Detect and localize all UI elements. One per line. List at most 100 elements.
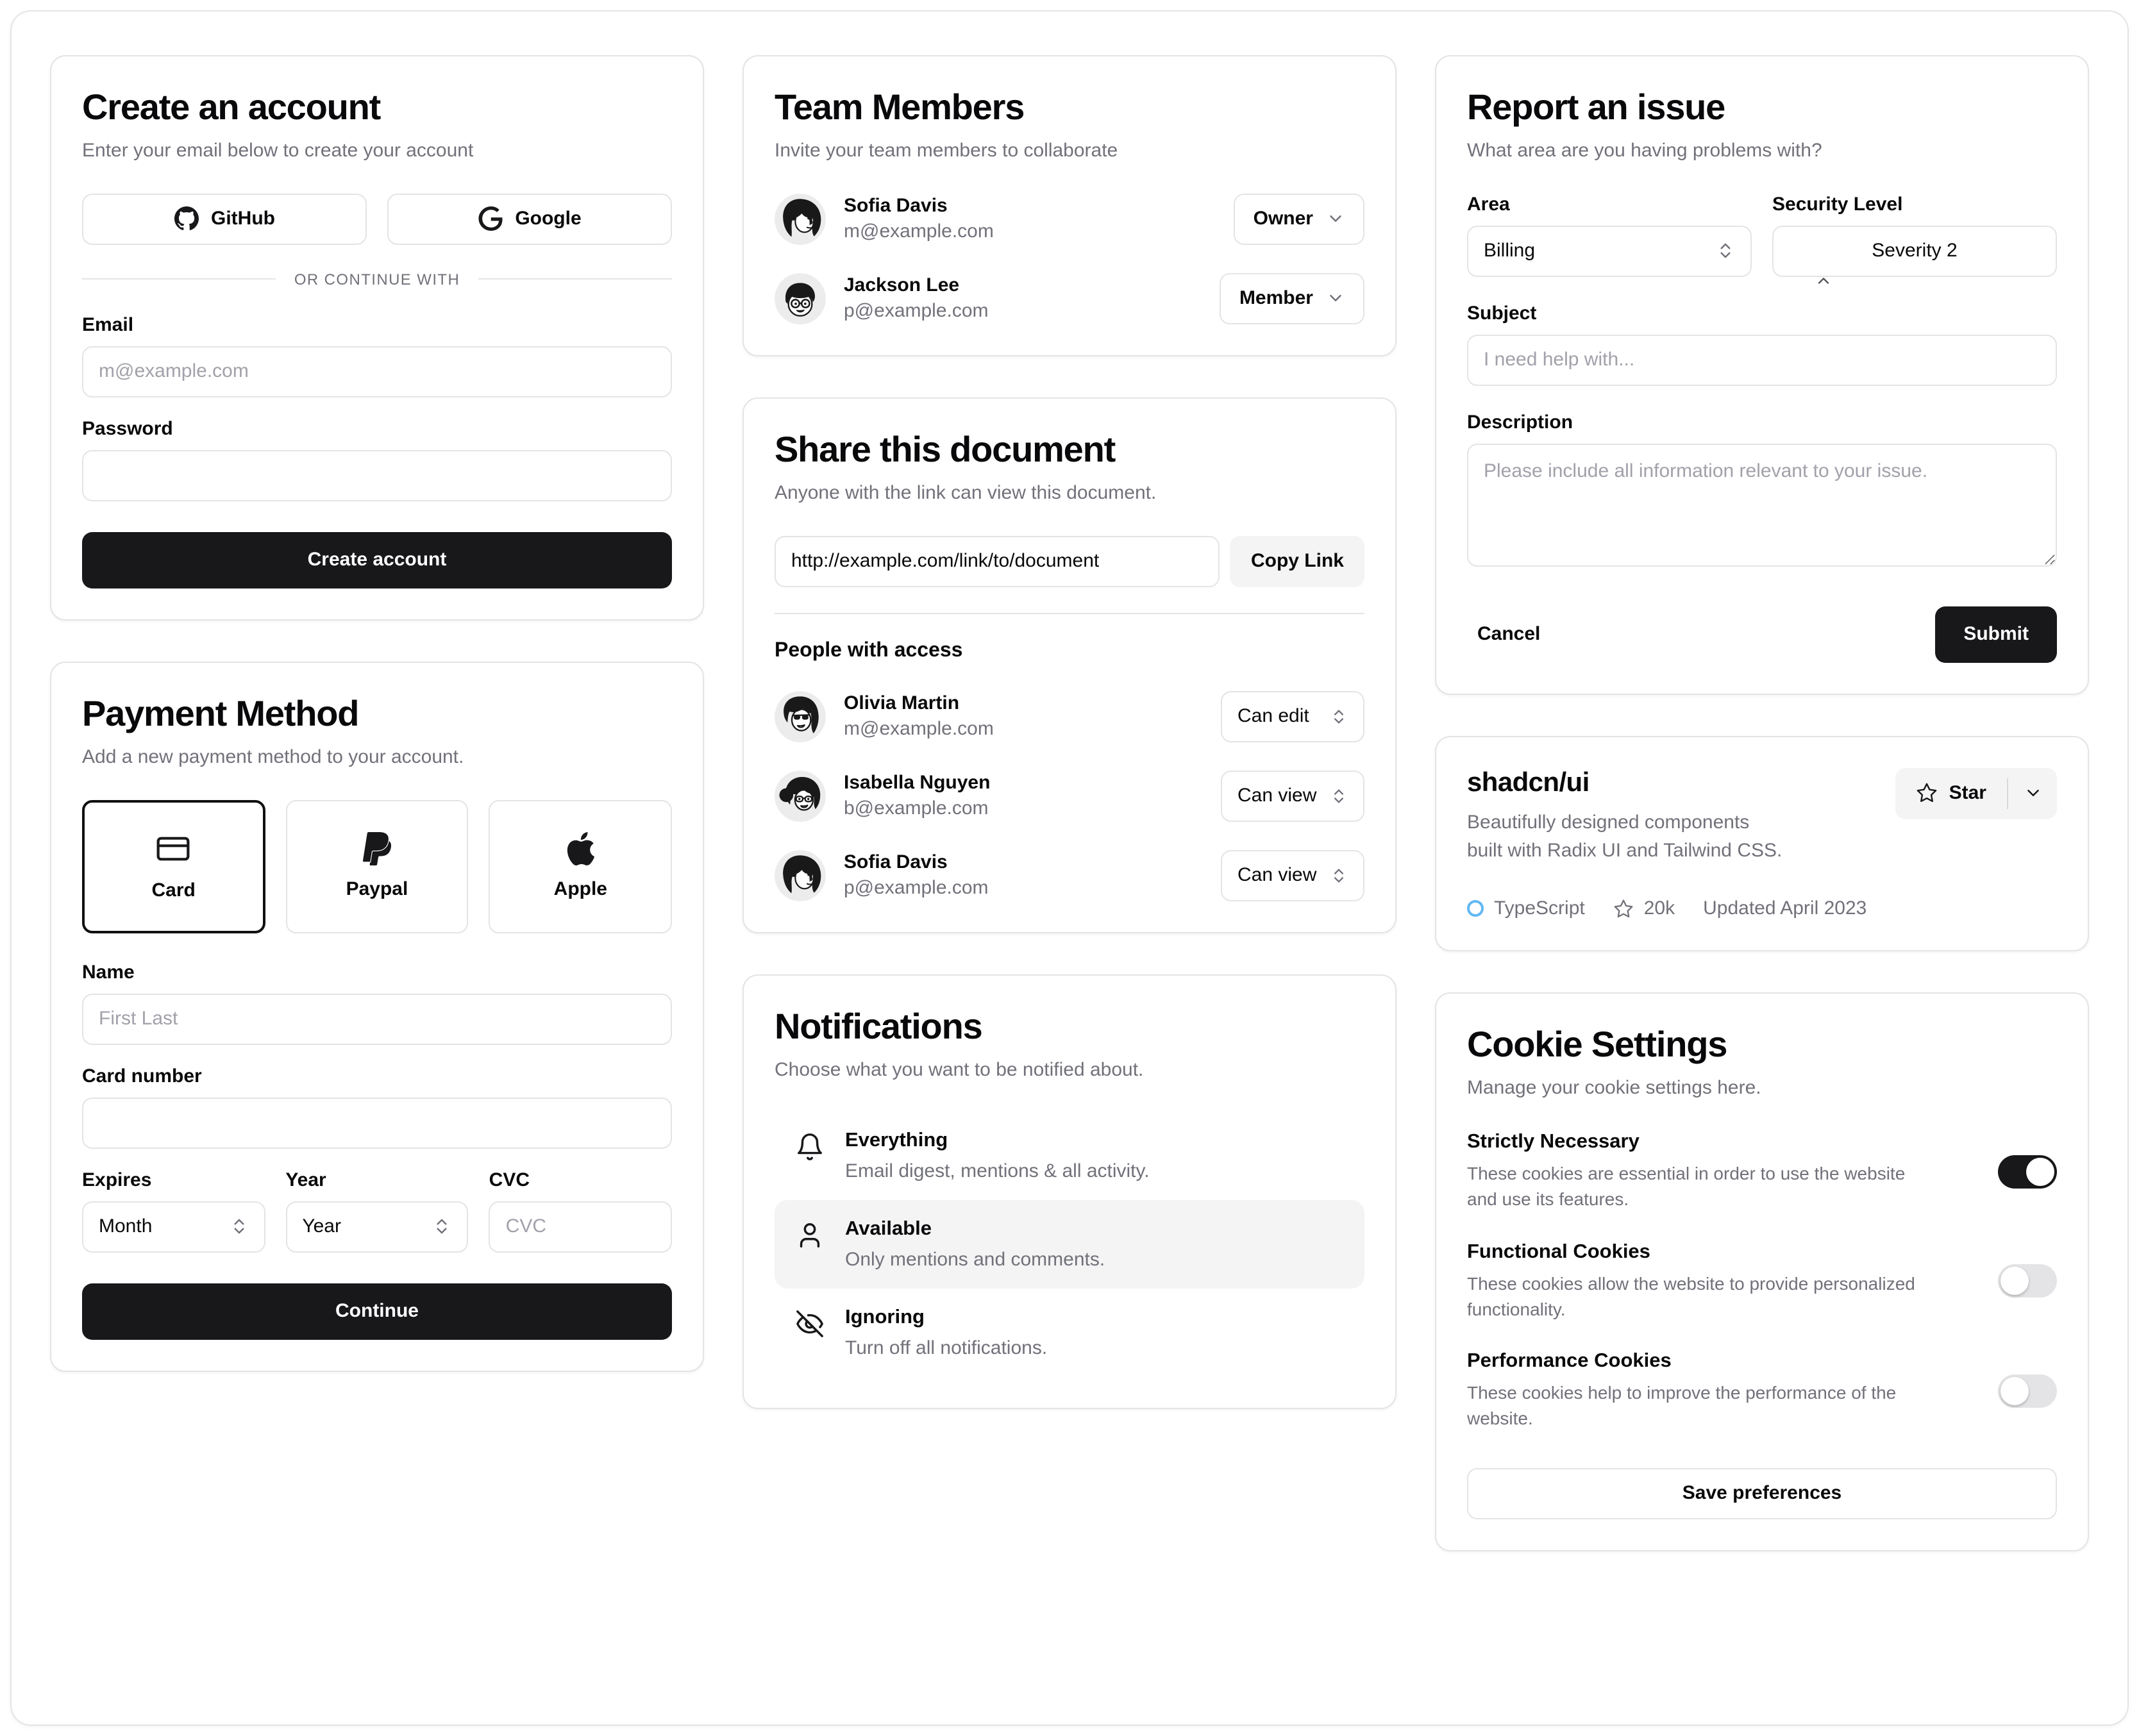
cvc-field[interactable] [489, 1201, 672, 1252]
security-level-select[interactable]: Severity 2 [1772, 225, 2057, 284]
person-email: b@example.com [844, 797, 989, 819]
column-middle: Team Members Invite your team members to… [742, 55, 1397, 1410]
star-icon [1916, 783, 1938, 805]
security-level-value: Severity 2 [1872, 240, 1958, 262]
cookies-title: Cookie Settings [1467, 1024, 1727, 1065]
notification-option-everything[interactable]: Everything Email digest, mentions & all … [775, 1112, 1364, 1201]
person-name: Olivia Martin [844, 692, 960, 714]
card-repo-shadcn: shadcn/ui Beautifully designed component… [1435, 735, 2089, 952]
chevron-down-icon [1326, 289, 1345, 308]
email-field[interactable] [82, 346, 672, 397]
area-select[interactable]: Billing [1467, 225, 1752, 277]
github-icon [174, 206, 198, 231]
star-dropdown-button[interactable] [2008, 768, 2057, 819]
cookies-subtitle: Manage your cookie settings here. [1467, 1077, 1761, 1099]
chevrons-up-down-icon [1330, 707, 1348, 725]
cookie-row-performance: Performance Cookies These cookies help t… [1467, 1350, 2057, 1431]
credit-card-icon [156, 831, 192, 867]
role-select-member[interactable]: Member [1220, 272, 1364, 324]
google-button[interactable]: Google [387, 193, 672, 245]
google-button-label: Google [515, 208, 582, 230]
cookie-row-functional: Functional Cookies These cookies allow t… [1467, 1240, 2057, 1322]
chevrons-up-down-icon [1330, 866, 1348, 884]
repo-language: TypeScript [1467, 898, 1585, 920]
column-right: Report an issue What area are you having… [1435, 55, 2089, 1551]
content-frame: Create an account Enter your email below… [10, 10, 2129, 1726]
notification-option-description: Only mentions and comments. [845, 1249, 1105, 1271]
bell-icon [795, 1133, 825, 1162]
team-member-row: Sofia Davis m@example.com Owner [775, 193, 1364, 245]
notification-option-description: Turn off all notifications. [845, 1337, 1048, 1360]
permission-select[interactable]: Can view [1221, 849, 1364, 901]
member-email: m@example.com [844, 221, 994, 243]
payment-title: Payment Method [82, 693, 359, 733]
name-label: Name [82, 961, 135, 983]
payment-option-card[interactable]: Card [82, 799, 265, 933]
apple-icon [564, 832, 597, 865]
github-button[interactable]: GitHub [82, 193, 367, 245]
payment-option-paypal[interactable]: Paypal [285, 799, 469, 933]
area-value: Billing [1484, 240, 1536, 262]
cookie-label: Functional Cookies [1467, 1240, 1650, 1263]
role-select-owner[interactable]: Owner [1234, 193, 1364, 245]
notification-option-available[interactable]: Available Only mentions and comments. [775, 1200, 1364, 1289]
payment-option-apple[interactable]: Apple [489, 799, 672, 933]
notifications-title: Notifications [775, 1006, 983, 1046]
permission-value: Can edit [1237, 705, 1309, 727]
role-value: Member [1239, 287, 1313, 310]
payment-option-paypal-label: Paypal [346, 878, 408, 900]
repo-stars: 20k [1613, 898, 1675, 920]
user-icon [795, 1221, 825, 1251]
cookie-label: Performance Cookies [1467, 1350, 1672, 1373]
functional-cookies-toggle[interactable] [1998, 1264, 2057, 1298]
chevron-down-icon [2023, 784, 2042, 803]
expires-year-select[interactable]: Year [285, 1201, 469, 1252]
team-subtitle: Invite your team members to collaborate [775, 140, 1118, 162]
report-title: Report an issue [1467, 87, 1725, 127]
notification-option-ignoring[interactable]: Ignoring Turn off all notifications. [775, 1289, 1364, 1378]
card-team-members: Team Members Invite your team members to… [742, 55, 1397, 356]
continue-button[interactable]: Continue [82, 1283, 672, 1339]
expires-month-select[interactable]: Month [82, 1201, 265, 1252]
people-with-access-heading: People with access [775, 639, 963, 661]
repo-description: Beautifully designed components built wi… [1467, 811, 1782, 862]
person-email: m@example.com [844, 718, 994, 740]
cancel-button[interactable]: Cancel [1467, 609, 1550, 660]
performance-cookies-toggle[interactable] [1998, 1374, 2057, 1408]
share-title: Share this document [775, 429, 1116, 469]
card-notifications: Notifications Choose what you want to be… [742, 974, 1397, 1410]
toggle-knob [2001, 1376, 2029, 1405]
description-field[interactable] [1467, 443, 2057, 567]
paypal-icon [360, 832, 394, 865]
expires-month-value: Month [99, 1215, 153, 1237]
submit-button[interactable]: Submit [1935, 606, 2057, 663]
repo-title: shadcn/ui [1467, 767, 1590, 797]
access-person-row: Isabella Nguyen b@example.com Can view [775, 770, 1364, 821]
team-title: Team Members [775, 87, 1025, 127]
card-number-field[interactable] [82, 1097, 672, 1148]
star-split-button[interactable]: Star [1895, 767, 2057, 819]
star-icon [1613, 899, 1634, 919]
notification-option-label: Everything [845, 1130, 948, 1152]
permission-select[interactable]: Can edit [1221, 690, 1364, 742]
person-name: Sofia Davis [844, 851, 948, 873]
save-preferences-button[interactable]: Save preferences [1467, 1467, 2057, 1519]
toggle-knob [2001, 1267, 2029, 1296]
share-link-input[interactable] [775, 535, 1220, 587]
typescript-dot-icon [1467, 900, 1484, 917]
cookie-label: Strictly Necessary [1467, 1131, 1640, 1153]
chevron-down-icon [1326, 210, 1345, 229]
google-icon [478, 206, 502, 231]
create-account-subtitle: Enter your email below to create your ac… [82, 140, 474, 162]
card-report-issue: Report an issue What area are you having… [1435, 55, 2089, 695]
subject-field[interactable] [1467, 334, 2057, 386]
copy-link-button[interactable]: Copy Link [1230, 535, 1364, 587]
description-label: Description [1467, 411, 1573, 433]
strictly-necessary-toggle[interactable] [1998, 1155, 2057, 1189]
password-field[interactable] [82, 449, 672, 501]
create-account-button[interactable]: Create account [82, 531, 672, 588]
cookie-description: These cookies are essential in order to … [1467, 1163, 1906, 1210]
permission-select[interactable]: Can view [1221, 770, 1364, 821]
name-field[interactable] [82, 993, 672, 1044]
scroll-up-icon [1815, 272, 1833, 290]
